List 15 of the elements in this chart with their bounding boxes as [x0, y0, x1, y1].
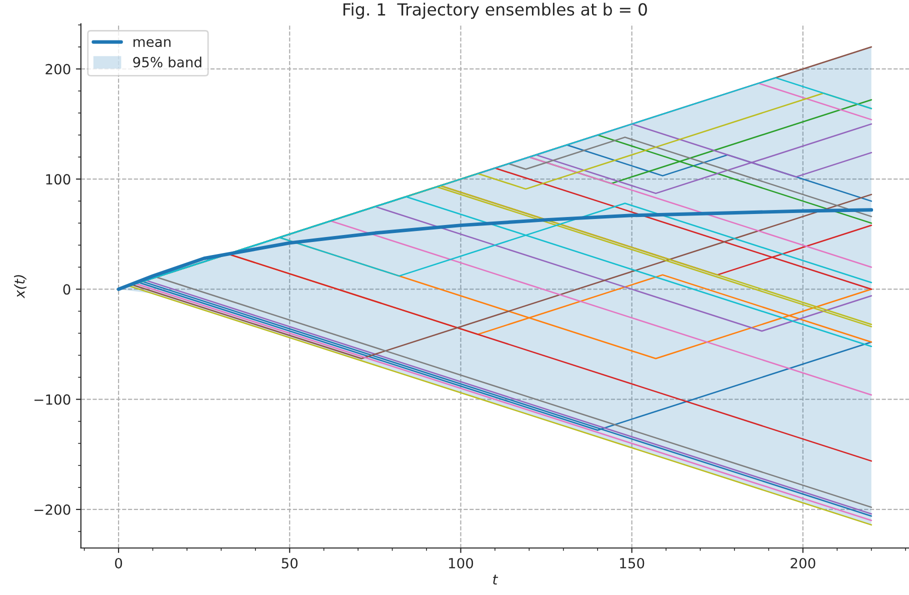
x-axis-title: t [493, 574, 498, 584]
y-tick-label: 0 [63, 284, 70, 295]
y-axis-title: x(t) [14, 275, 26, 299]
y-tick-label: −100 [34, 394, 70, 405]
x-tick-label: 150 [620, 558, 644, 568]
x-tick-label: 200 [790, 558, 816, 568]
y-tick-label: 200 [46, 64, 70, 74]
legend-label: mean [134, 39, 170, 48]
chart-title: Fig. 1 Trajectory ensembles at b = 0 [343, 2, 647, 19]
x-tick-label: 50 [282, 558, 298, 568]
y-tick-label: 100 [46, 174, 70, 185]
x-tick-label: 0 [115, 558, 122, 568]
y-tick-label: −200 [34, 504, 70, 515]
x-tick-label: 100 [449, 558, 474, 568]
annotation: 95% band [133, 56, 202, 68]
